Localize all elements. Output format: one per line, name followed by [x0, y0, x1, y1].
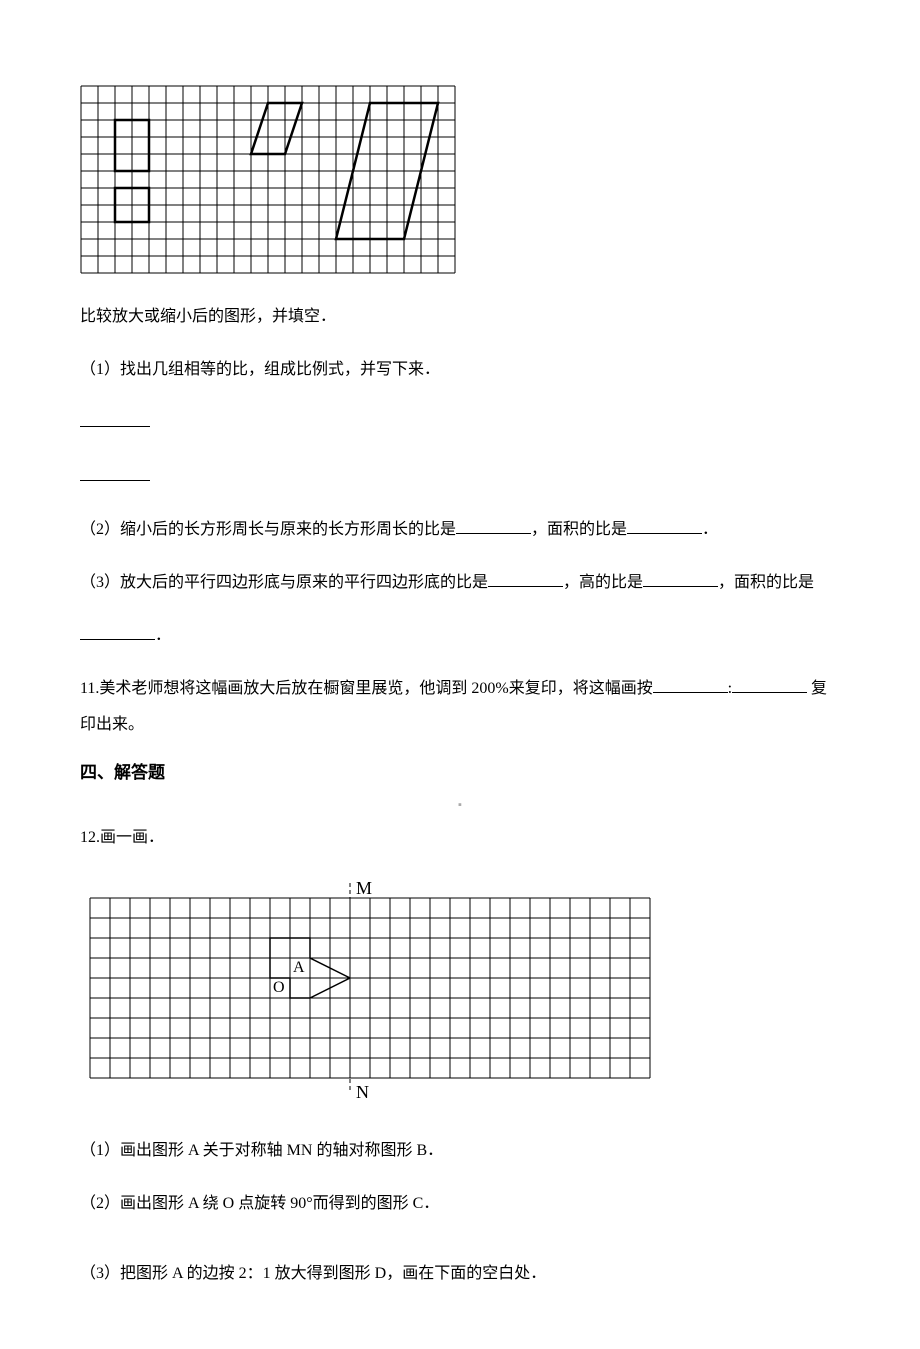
q11-prefix: 11.美术老师想将这幅画放大后放在橱窗里展览，他调到 200%来复印，将这幅画按	[80, 680, 653, 697]
compare-instruction: 比较放大或缩小后的图形，并填空．	[80, 299, 840, 334]
question-3: （3）放大后的平行四边形底与原来的平行四边形底的比是 ，高的比是 ，面积的比是	[80, 565, 840, 600]
q2-blank-2[interactable]	[627, 518, 702, 534]
q2-suffix: ．	[702, 521, 718, 538]
svg-text:M: M	[356, 878, 372, 898]
question-1: （1）找出几组相等的比，组成比例式，并写下来．	[80, 352, 840, 387]
q3-prefix: （3）放大后的平行四边形底与原来的平行四边形底的比是	[80, 574, 488, 591]
section-4-title: 四、解答题	[80, 760, 840, 786]
svg-text:O: O	[273, 979, 285, 996]
question-12-2: （2）画出图形 A 绕 O 点旋转 90°而得到的图形 C．	[80, 1186, 840, 1221]
question-12-title: 12.画一画．	[80, 820, 840, 855]
question-12-3: （3）把图形 A 的边按 2：1 放大得到图形 D，画在下面的空白处．	[80, 1256, 840, 1291]
q3-suffix: ．	[155, 627, 171, 644]
svg-text:A: A	[293, 959, 305, 976]
q2-prefix: （2）缩小后的长方形周长与原来的长方形周长的比是	[80, 521, 456, 538]
q3-mid2: ，面积的比是	[718, 574, 814, 591]
blank-line-1	[80, 405, 840, 440]
q11-blank-2[interactable]	[732, 677, 807, 693]
question-11: 11.美术老师想将这幅画放大后放在橱窗里展览，他调到 200%来复印，将这幅画按…	[80, 671, 840, 741]
q3-blank-3[interactable]	[80, 624, 155, 640]
figure-2: M N AO	[80, 873, 840, 1108]
q3-mid1: ，高的比是	[563, 574, 643, 591]
q2-mid: ，面积的比是	[531, 521, 627, 538]
blank-line-2	[80, 459, 840, 494]
question-2: （2）缩小后的长方形周长与原来的长方形周长的比是 ，面积的比是 ．	[80, 512, 840, 547]
q3-blank-2[interactable]	[643, 571, 718, 587]
q3-blank-1[interactable]	[488, 571, 563, 587]
question-3-cont: ．	[80, 618, 840, 653]
center-marker: ▪	[80, 797, 840, 814]
q11-blank-1[interactable]	[653, 677, 728, 693]
svg-text:N: N	[356, 1082, 369, 1102]
figure-1	[80, 85, 840, 274]
question-12-1: （1）画出图形 A 关于对称轴 MN 的轴对称图形 B．	[80, 1133, 840, 1168]
q2-blank-1[interactable]	[456, 518, 531, 534]
